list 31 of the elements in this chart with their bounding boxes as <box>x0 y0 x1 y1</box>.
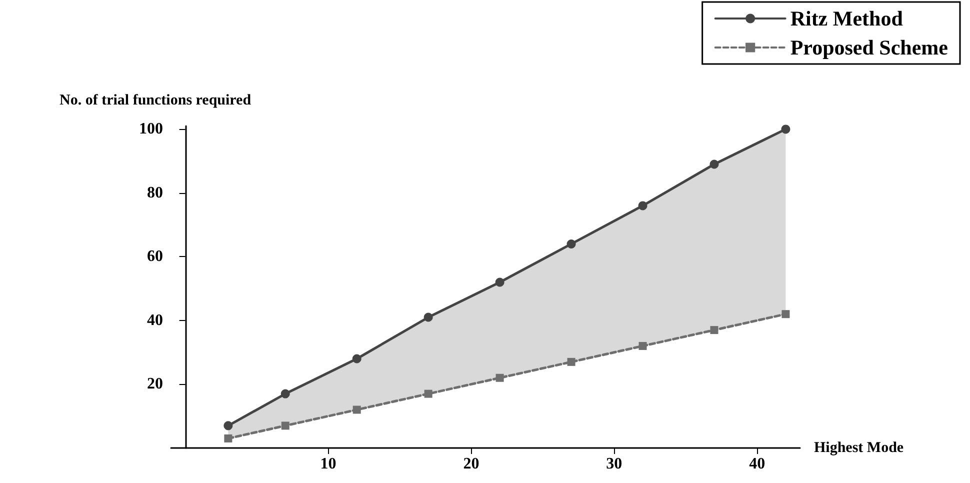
point <box>495 278 504 287</box>
point <box>567 358 576 366</box>
y-tick-label: 20 <box>147 376 163 393</box>
point <box>566 239 576 248</box>
legend-label: Ritz Method <box>790 6 904 30</box>
point <box>781 124 790 134</box>
point <box>424 312 433 322</box>
point <box>281 422 290 430</box>
point <box>638 342 647 350</box>
x-axis-title: Highest Mode <box>814 440 904 456</box>
point <box>496 374 504 382</box>
y-tick-label: 100 <box>139 120 163 138</box>
x-tick-label: 30 <box>606 456 622 472</box>
legend-label: Proposed Scheme <box>790 36 948 60</box>
x-tick-label: 10 <box>320 456 336 472</box>
point <box>710 160 719 169</box>
point <box>280 389 290 398</box>
y-tick-label: 40 <box>147 312 163 329</box>
x-tick-label: 40 <box>749 456 766 472</box>
point <box>424 390 432 398</box>
point <box>352 406 361 414</box>
point <box>224 434 232 442</box>
point <box>782 310 790 318</box>
y-tick-label: 60 <box>147 248 163 266</box>
x-tick-label: 20 <box>463 456 480 472</box>
point <box>352 354 362 364</box>
point <box>638 201 648 210</box>
point <box>710 326 718 334</box>
y-axis-title: No. of trial functions required <box>60 92 252 108</box>
y-tick-label: 80 <box>147 184 163 202</box>
point <box>224 421 233 430</box>
